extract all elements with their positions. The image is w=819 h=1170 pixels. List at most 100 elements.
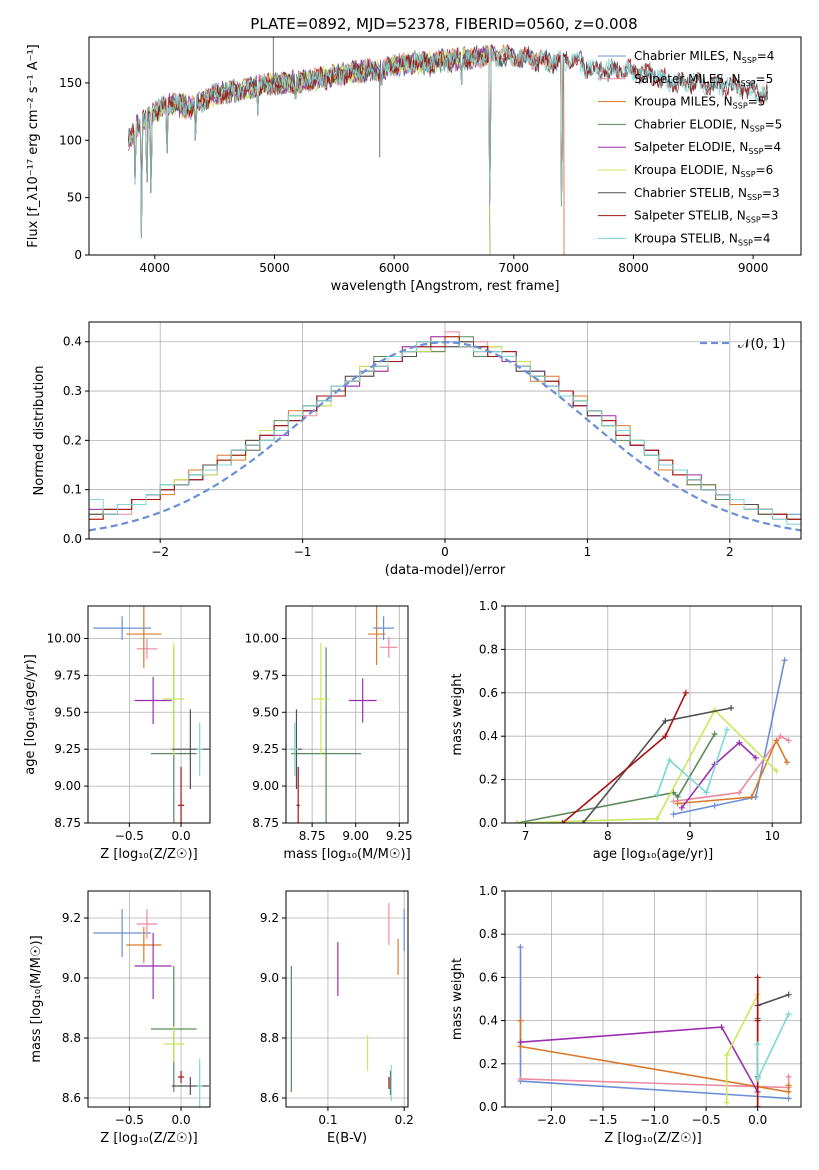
x-axis-label: age [log₁₀(age/yr)]	[593, 847, 714, 862]
x-tick-label-3: 7000	[499, 261, 530, 275]
x-tick-label-3: −0.5	[692, 1113, 721, 1127]
errorbar-point-5	[312, 642, 330, 756]
x-axis-label: mass [log₁₀(M/M☉)]	[283, 847, 410, 862]
spectrum-line-8	[128, 45, 768, 239]
y-tick-label-1: 8.8	[62, 1031, 81, 1045]
errorbar-point-8	[196, 1059, 203, 1107]
mass-weight-marker-1-0	[670, 798, 677, 805]
mass-weight-line-2	[677, 738, 788, 805]
mass-weight-marker-3-3	[711, 731, 718, 738]
legend-label-normal: 𝒩(0, 1)	[738, 337, 785, 352]
y-tick-label-0: 0	[74, 248, 82, 262]
spectrum-line-5	[128, 46, 491, 255]
mass-weight-line-8	[756, 1013, 790, 1080]
errorbar-point-1	[136, 638, 158, 660]
mass-weight-line-2	[519, 1020, 790, 1093]
legend-tail: =5	[756, 72, 774, 86]
legend-tail: =3	[762, 186, 780, 200]
legend-subscript: SSP	[733, 102, 748, 111]
legend-name: Chabrier MILES, N	[634, 49, 742, 63]
mass-weight-marker-2-0	[517, 1017, 524, 1024]
legend-subscript: SSP	[746, 216, 761, 225]
mass-weight-marker-5-3	[773, 767, 780, 774]
errorbar-point-2	[126, 606, 162, 668]
mass-weight-marker-4-1	[718, 1024, 725, 1031]
histogram-8	[89, 341, 801, 539]
legend-tail: =6	[756, 163, 774, 177]
mass-weight-marker-7-2	[754, 974, 761, 981]
legend-subscript: SSP	[741, 170, 756, 179]
mass-weight-marker-2-3	[785, 1082, 792, 1089]
y-axis-label: mass weight	[450, 673, 465, 755]
legend-subscript: SSP	[747, 193, 762, 202]
plot-area	[93, 606, 209, 823]
mass-weight-line-6	[756, 993, 789, 1107]
x-tick-label-2: 9.25	[386, 829, 413, 843]
legend-name: Chabrier STELIB, N	[634, 186, 747, 200]
x-tick-label-0: −2	[151, 545, 169, 559]
mass-weight-marker-1-3	[785, 737, 792, 744]
y-axis-label: mass weight	[450, 958, 465, 1040]
mass-weight-marker-6-2	[728, 704, 735, 711]
y-axis-label: age [log₁₀(age/yr)]	[23, 654, 38, 775]
legend-label-3: Chabrier ELODIE, NSSP=5	[634, 117, 782, 133]
x-axis-label: Z [log₁₀(Z/Z☉)]	[100, 847, 197, 862]
errorbar-point-0	[93, 616, 152, 640]
y-tick-label-2: 0.2	[63, 433, 82, 447]
legend-subscript: SSP	[738, 238, 753, 247]
y-tick-label-1: 9.00	[54, 779, 81, 793]
mass-weight-marker-1-1	[736, 789, 743, 796]
mass-weight-marker-4-2	[736, 739, 743, 746]
legend-label-0: Chabrier MILES, NSSP=4	[634, 49, 774, 65]
y-tick-label-0: 8.6	[260, 1091, 279, 1105]
y-tick-label-5: 10.00	[245, 631, 279, 645]
y-tick-label-2: 9.25	[252, 742, 279, 756]
mass-weight-marker-2-1	[748, 793, 755, 800]
axes-frame	[285, 605, 409, 824]
plot-area	[93, 909, 209, 1107]
mass-weight-marker-7-0	[559, 820, 566, 823]
errorbar-point-7	[177, 1071, 185, 1083]
x-tick-label-1: 0.0	[172, 1113, 191, 1127]
panel-7: −2.0 −1.5 −1.0 −0.5 0.0 0.0 0.2 0.4 0.6 0.8 1.0 Z […	[450, 884, 802, 1146]
mass-weight-marker-5-0	[723, 1099, 730, 1106]
x-tick-label-2: −1.0	[640, 1113, 669, 1127]
errorbar-point-5	[163, 1026, 185, 1062]
x-tick-label-1: −1.5	[588, 1113, 617, 1127]
mass-weight-marker-6-0	[580, 820, 587, 823]
panel-0: 4000 5000 6000 7000 8000 9000 0 50 100 150 wavelen…	[26, 36, 802, 294]
panel-5: −0.5 0.0 8.6 8.8 9.0 9.2 Z [log₁₀(Z/Z☉)] mass […	[29, 890, 211, 1146]
x-tick-label-1: 5000	[259, 261, 290, 275]
y-tick-label-2: 9.0	[62, 971, 81, 985]
axes-frame	[285, 890, 409, 1108]
mass-weight-marker-7-0	[754, 1104, 761, 1107]
y-tick-label-2: 0.4	[479, 729, 498, 743]
y-tick-label-5: 1.0	[479, 599, 498, 613]
panel-2: −0.5 0.0 8.75 9.00 9.25 9.50 9.75 10.00 Z [log₁₀…	[23, 605, 211, 862]
panel-6: 0.1 0.2 8.6 8.8 9.0 9.2 E(B-V)	[260, 890, 414, 1146]
x-tick-label-4: 2	[726, 545, 734, 559]
x-tick-label-5: 9000	[738, 261, 769, 275]
axes-frame	[87, 890, 211, 1108]
y-tick-label-0: 8.75	[54, 816, 81, 830]
mass-weight-marker-0-1	[711, 802, 718, 809]
x-tick-label-0: −0.5	[115, 1113, 144, 1127]
x-tick-label-0: 4000	[140, 261, 171, 275]
mass-weight-line-8	[656, 729, 728, 796]
errorbar-point-1	[380, 637, 398, 658]
y-tick-label-4: 9.75	[54, 668, 81, 682]
errorbar-point-4	[134, 933, 172, 999]
figure-title: PLATE=0892, MJD=52378, FIBERID=0560, z=0…	[250, 15, 637, 33]
x-tick-label-3: 10	[765, 829, 780, 843]
normal-curve	[89, 341, 801, 532]
legend-label-7: Salpeter STELIB, NSSP=3	[634, 209, 778, 225]
plot-area	[290, 903, 405, 1101]
x-axis-label: E(B-V)	[327, 1131, 367, 1146]
mass-weight-line-5	[517, 708, 777, 823]
errorbar-point-8	[291, 722, 299, 776]
legend-subscript: SSP	[750, 124, 765, 133]
mass-weight-marker-2-0	[674, 800, 681, 807]
mass-weight-marker-5-0	[514, 820, 521, 823]
y-tick-label-4: 0.4	[63, 335, 82, 349]
mass-weight-line-0	[673, 660, 786, 816]
